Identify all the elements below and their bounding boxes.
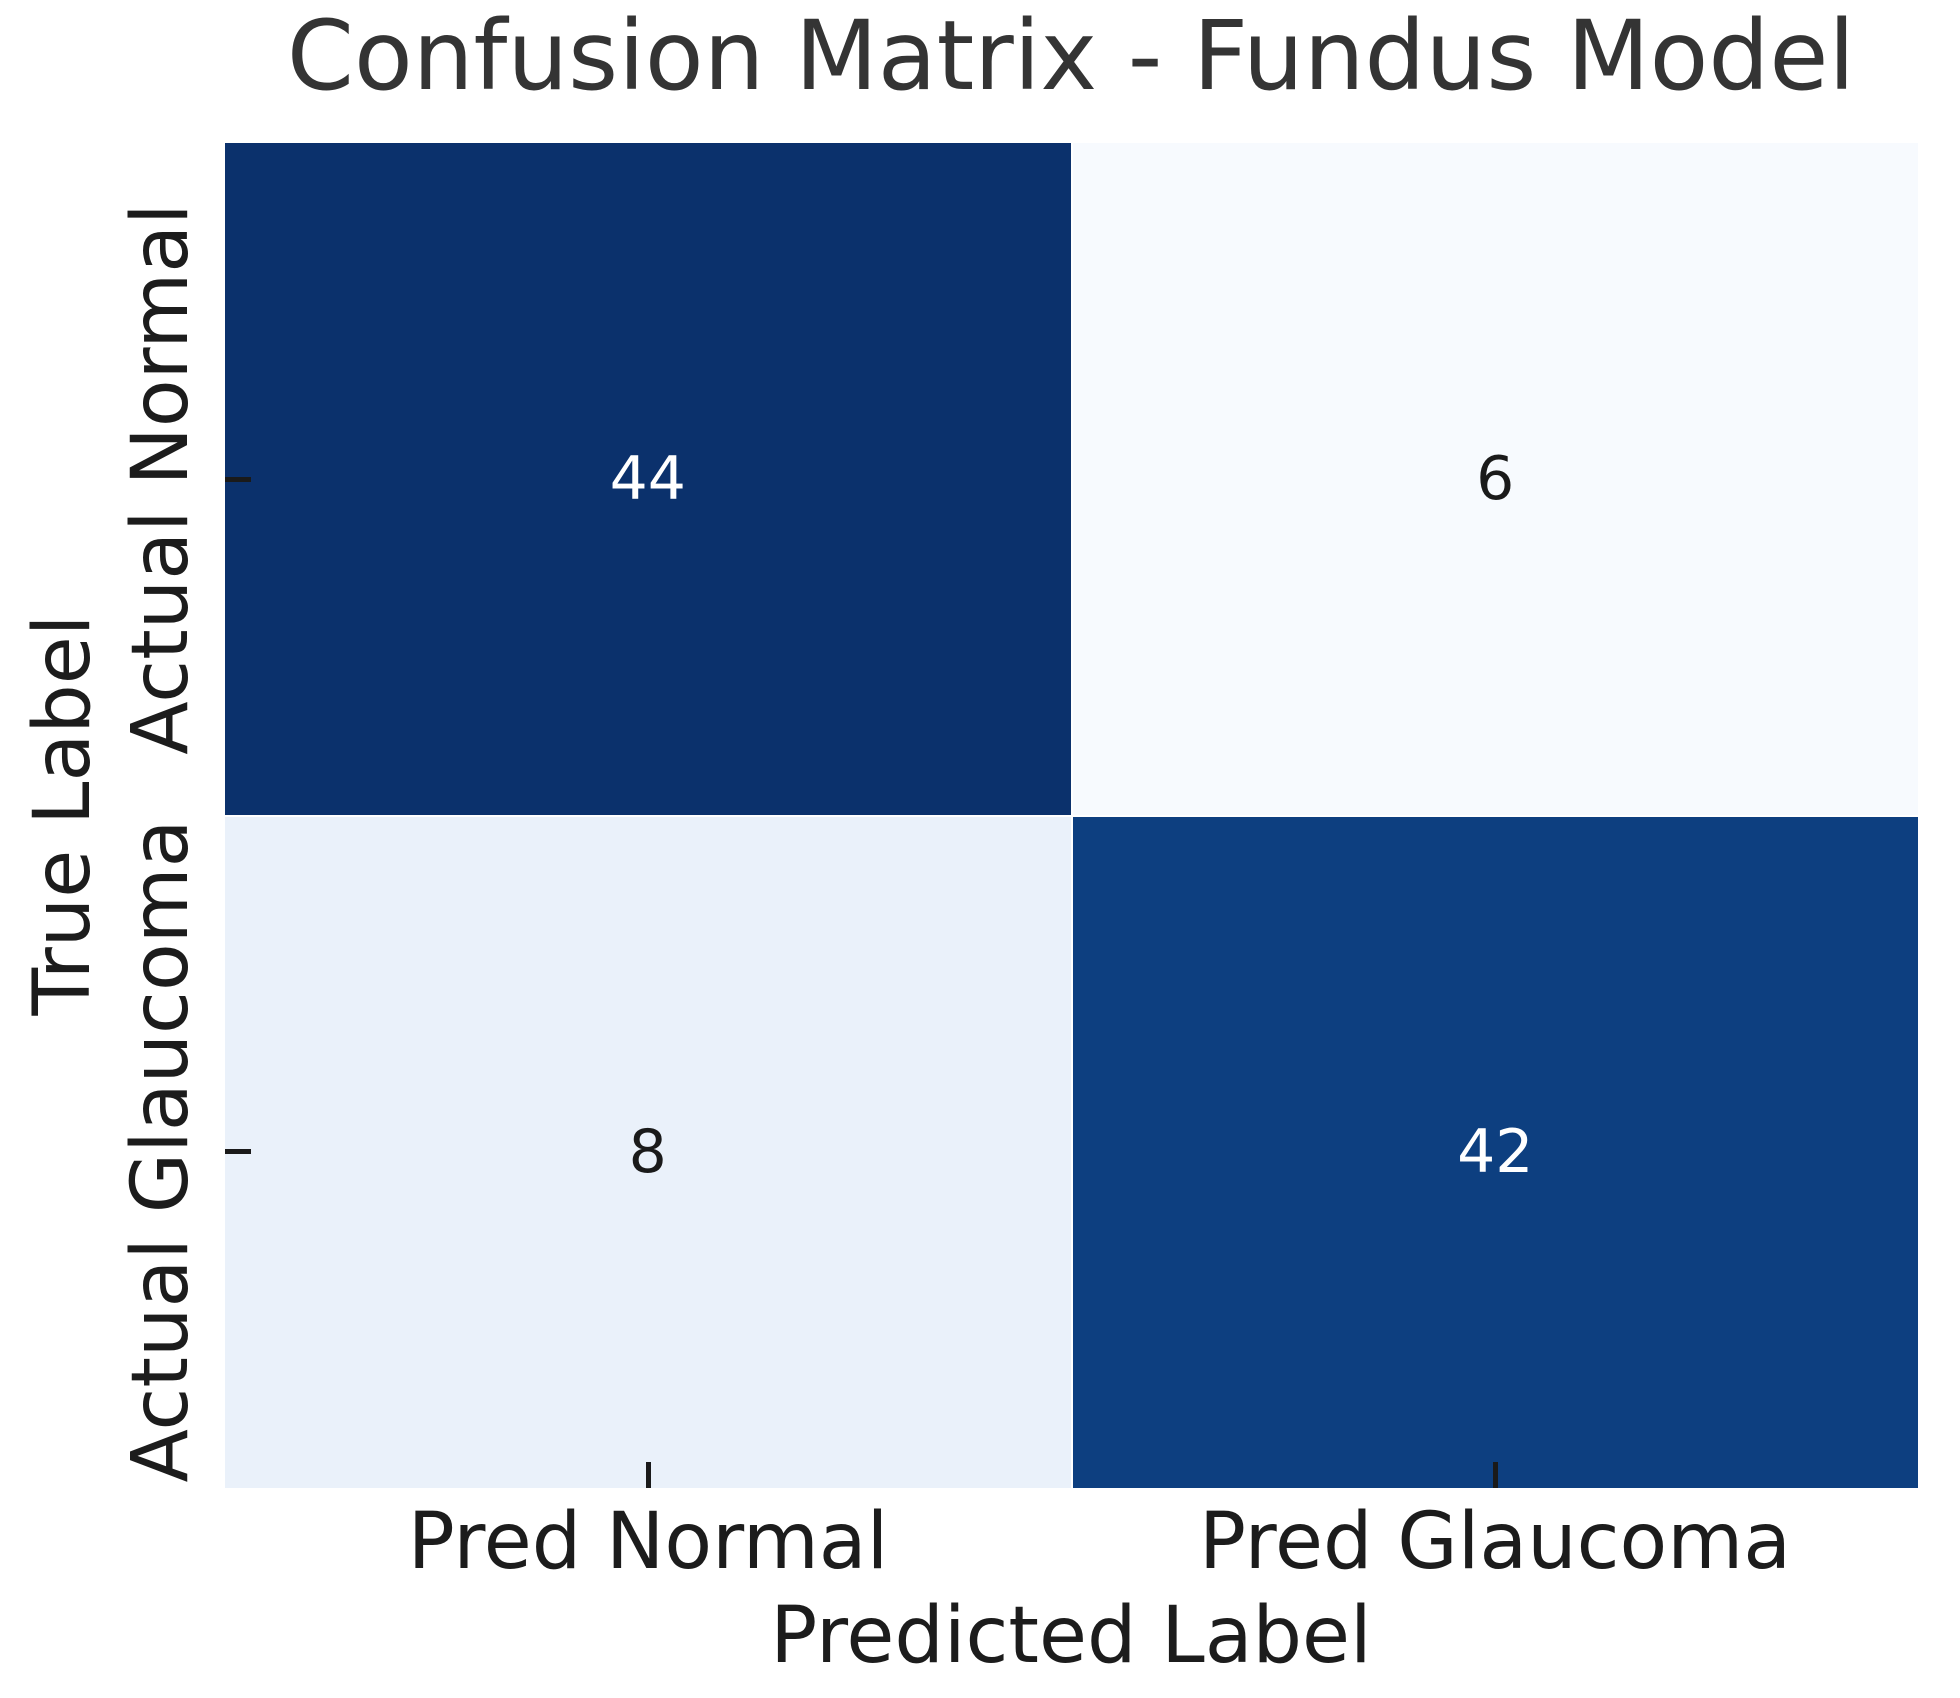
cell-actual-glaucoma-pred-normal: 8 <box>225 816 1071 1488</box>
x-tick-label-pred-normal: Pred Normal <box>407 1497 889 1587</box>
x-tick-label-pred-glaucoma: Pred Glaucoma <box>1198 1497 1792 1587</box>
cell-actual-glaucoma-pred-glaucoma: 42 <box>1072 816 1918 1488</box>
y-tick-label-actual-normal: Actual Normal <box>116 203 207 755</box>
x-tick-mark-pred-normal <box>646 1462 651 1488</box>
cell-actual-normal-pred-normal: 44 <box>225 143 1071 815</box>
y-axis-label: True Label <box>18 614 109 1016</box>
cell-value: 44 <box>609 443 686 514</box>
cell-value: 42 <box>1457 1117 1534 1188</box>
y-tick-mark-actual-glaucoma <box>225 1149 251 1154</box>
x-tick-mark-pred-glaucoma <box>1493 1462 1498 1488</box>
cell-value: 8 <box>628 1117 667 1188</box>
cell-value: 6 <box>1476 443 1515 514</box>
heatmap-grid: 44 6 8 42 <box>225 143 1918 1488</box>
x-axis-label: Predicted Label <box>770 1591 1372 1681</box>
cell-actual-normal-pred-glaucoma: 6 <box>1072 143 1918 815</box>
y-tick-label-actual-glaucoma: Actual Glaucoma <box>116 819 207 1483</box>
chart-title: Confusion Matrix - Fundus Model <box>286 0 1856 112</box>
y-tick-mark-actual-normal <box>225 477 251 482</box>
